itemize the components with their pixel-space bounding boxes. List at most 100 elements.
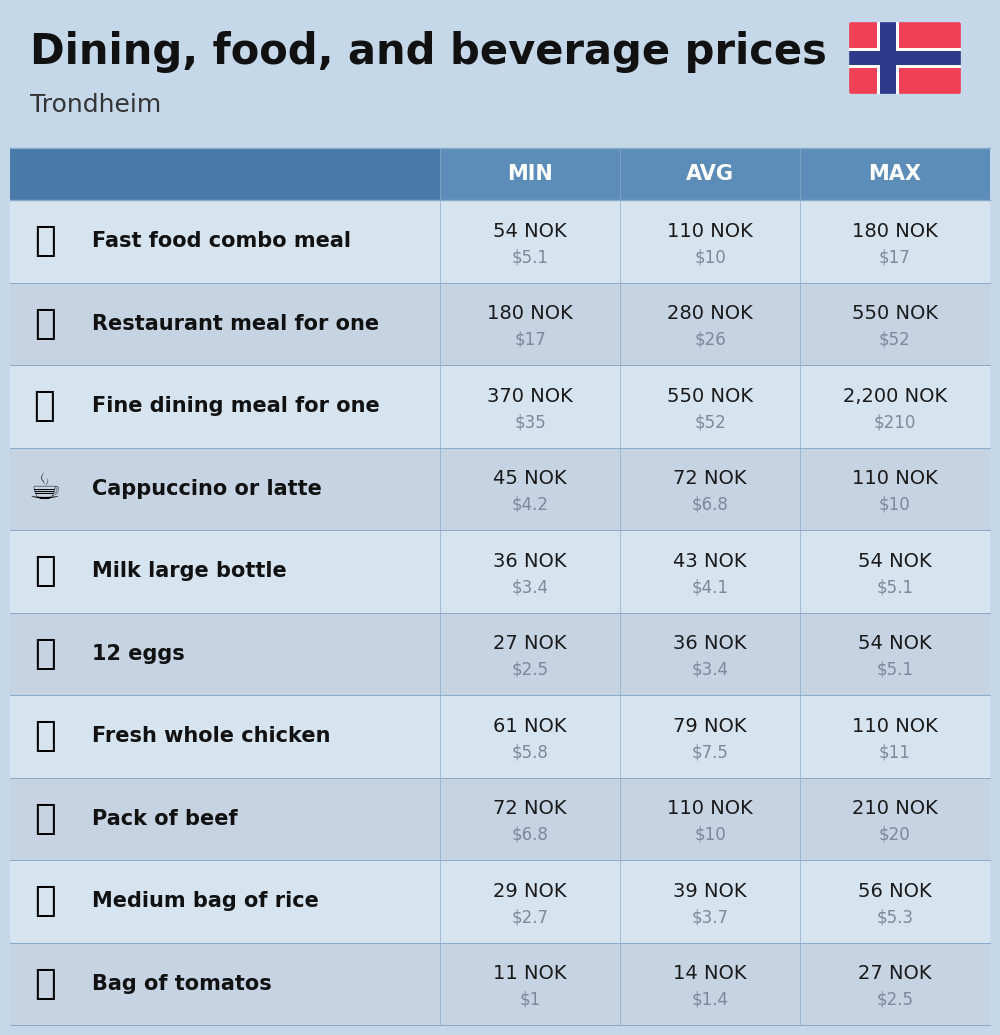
Text: $10: $10 — [694, 826, 726, 844]
Text: $26: $26 — [694, 331, 726, 349]
Bar — [845, 18, 965, 98]
Text: Medium bag of rice: Medium bag of rice — [92, 891, 319, 911]
Bar — [845, 48, 965, 68]
Bar — [877, 18, 899, 98]
Text: 29 NOK: 29 NOK — [493, 882, 567, 900]
Text: $17: $17 — [879, 248, 911, 266]
Text: ☕: ☕ — [29, 472, 61, 506]
Text: 🍅: 🍅 — [34, 967, 56, 1001]
Text: $17: $17 — [514, 331, 546, 349]
Text: 🥛: 🥛 — [34, 555, 56, 588]
Text: $6.8: $6.8 — [512, 826, 548, 844]
Text: $5.1: $5.1 — [512, 248, 548, 266]
Text: $1: $1 — [519, 990, 541, 1009]
Bar — [10, 447, 990, 530]
Text: 🥚: 🥚 — [34, 637, 56, 671]
Text: 550 NOK: 550 NOK — [852, 304, 938, 323]
Bar — [440, 148, 620, 200]
Text: $52: $52 — [879, 331, 911, 349]
Text: $4.2: $4.2 — [512, 496, 548, 513]
Bar — [10, 777, 990, 860]
Text: 43 NOK: 43 NOK — [673, 552, 747, 570]
Text: Fast food combo meal: Fast food combo meal — [92, 231, 351, 252]
Text: 61 NOK: 61 NOK — [493, 717, 567, 736]
Text: 180 NOK: 180 NOK — [487, 304, 573, 323]
Text: Milk large bottle: Milk large bottle — [92, 561, 287, 582]
Text: MIN: MIN — [507, 164, 553, 184]
Text: 72 NOK: 72 NOK — [673, 469, 747, 489]
Text: 72 NOK: 72 NOK — [493, 799, 567, 819]
Text: $2.7: $2.7 — [512, 909, 548, 926]
Bar — [10, 530, 990, 613]
Text: 45 NOK: 45 NOK — [493, 469, 567, 489]
Text: Restaurant meal for one: Restaurant meal for one — [92, 314, 379, 333]
Text: $2.5: $2.5 — [512, 660, 548, 679]
Text: $4.1: $4.1 — [692, 579, 728, 596]
Text: Cappuccino or latte: Cappuccino or latte — [92, 479, 322, 499]
Text: 27 NOK: 27 NOK — [858, 965, 932, 983]
Text: 27 NOK: 27 NOK — [493, 634, 567, 653]
Text: 54 NOK: 54 NOK — [493, 221, 567, 241]
Text: $5.1: $5.1 — [876, 579, 914, 596]
Text: 36 NOK: 36 NOK — [673, 634, 747, 653]
Text: 39 NOK: 39 NOK — [673, 882, 747, 900]
Text: $5.8: $5.8 — [512, 743, 548, 762]
Text: 79 NOK: 79 NOK — [673, 717, 747, 736]
Text: 110 NOK: 110 NOK — [852, 469, 938, 489]
Text: $6.8: $6.8 — [692, 496, 728, 513]
Text: 36 NOK: 36 NOK — [493, 552, 567, 570]
Text: Trondheim: Trondheim — [30, 93, 161, 117]
Text: $3.4: $3.4 — [512, 579, 548, 596]
Text: 550 NOK: 550 NOK — [667, 387, 753, 406]
Text: 11 NOK: 11 NOK — [493, 965, 567, 983]
Text: $35: $35 — [514, 413, 546, 432]
Text: Pack of beef: Pack of beef — [92, 808, 238, 829]
Text: 🍳: 🍳 — [34, 306, 56, 341]
Text: $10: $10 — [879, 496, 911, 513]
Bar — [10, 148, 440, 200]
Bar — [845, 51, 965, 65]
Text: 210 NOK: 210 NOK — [852, 799, 938, 819]
Bar — [10, 613, 990, 694]
Text: 🍚: 🍚 — [34, 884, 56, 918]
Text: 370 NOK: 370 NOK — [487, 387, 573, 406]
Text: $3.4: $3.4 — [692, 660, 728, 679]
Text: $3.7: $3.7 — [692, 909, 728, 926]
Text: 14 NOK: 14 NOK — [673, 965, 747, 983]
Text: 🍔: 🍔 — [34, 225, 56, 259]
Text: 54 NOK: 54 NOK — [858, 634, 932, 653]
Text: MAX: MAX — [868, 164, 922, 184]
Text: Bag of tomatos: Bag of tomatos — [92, 974, 272, 994]
Text: 🍽️: 🍽️ — [34, 389, 56, 423]
Text: $11: $11 — [879, 743, 911, 762]
Text: $1.4: $1.4 — [692, 990, 728, 1009]
Bar — [10, 943, 990, 1025]
Text: 110 NOK: 110 NOK — [667, 221, 753, 241]
Text: $10: $10 — [694, 248, 726, 266]
Bar — [10, 860, 990, 943]
Text: 110 NOK: 110 NOK — [852, 717, 938, 736]
Text: $5.3: $5.3 — [876, 909, 914, 926]
Bar — [10, 365, 990, 447]
Text: $7.5: $7.5 — [692, 743, 728, 762]
Text: 12 eggs: 12 eggs — [92, 644, 185, 663]
Text: 🐔: 🐔 — [34, 719, 56, 753]
Bar — [620, 148, 800, 200]
Bar — [880, 18, 896, 98]
Text: 280 NOK: 280 NOK — [667, 304, 753, 323]
Bar — [10, 200, 990, 283]
Text: $210: $210 — [874, 413, 916, 432]
Text: 56 NOK: 56 NOK — [858, 882, 932, 900]
Bar — [10, 283, 990, 365]
Text: Fine dining meal for one: Fine dining meal for one — [92, 396, 380, 416]
Text: Dining, food, and beverage prices: Dining, food, and beverage prices — [30, 31, 827, 73]
Text: 54 NOK: 54 NOK — [858, 552, 932, 570]
Text: $5.1: $5.1 — [876, 660, 914, 679]
Text: Fresh whole chicken: Fresh whole chicken — [92, 727, 330, 746]
Bar — [10, 694, 990, 777]
Text: 2,200 NOK: 2,200 NOK — [843, 387, 947, 406]
Text: $52: $52 — [694, 413, 726, 432]
Text: 110 NOK: 110 NOK — [667, 799, 753, 819]
Text: 180 NOK: 180 NOK — [852, 221, 938, 241]
Text: $20: $20 — [879, 826, 911, 844]
